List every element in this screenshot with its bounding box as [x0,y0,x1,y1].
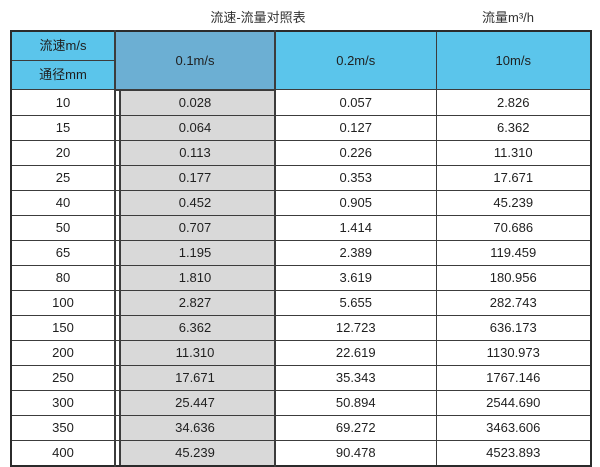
cell-flow-02ms: 35.343 [274,364,437,391]
column-header-01ms: 0.1m/s [114,30,276,91]
table-body: 10 0.028 0.057 2.826 15 0.064 0.127 6.36… [10,89,592,466]
cell-diameter: 400 [10,439,116,466]
cell-diameter: 20 [10,139,116,166]
table-row: 100 2.827 5.655 282.743 [10,289,592,316]
table-row: 65 1.195 2.389 119.459 [10,239,592,266]
cell-flow-01ms: 2.827 [114,289,276,316]
cell-flow-02ms: 3.619 [274,264,437,291]
column-header-02ms: 0.2m/s [274,30,437,90]
cell-flow-02ms: 0.905 [274,189,437,216]
corner-velocity-label: 流速m/s [12,32,114,61]
cell-flow-01ms: 1.810 [114,264,276,291]
table-row: 50 0.707 1.414 70.686 [10,214,592,241]
cell-flow-02ms: 50.894 [274,389,437,416]
cell-flow-01ms: 1.195 [114,239,276,266]
cell-diameter: 150 [10,314,116,341]
cell-flow-01ms: 0.707 [114,214,276,241]
flow-unit-title: 流量m³/h [481,10,535,25]
cell-diameter: 300 [10,389,116,416]
cell-flow-10ms: 6.362 [435,114,592,141]
cell-diameter: 25 [10,164,116,191]
cell-flow-10ms: 119.459 [435,239,592,266]
column-header-10ms: 10m/s [435,30,592,90]
flow-rate-table: 流速m/s 通径mm 0.1m/s 0.2m/s 10m/s 10 0.028 … [10,30,592,467]
cell-flow-02ms: 0.226 [274,139,437,166]
table-row: 10 0.028 0.057 2.826 [10,89,592,116]
cell-flow-01ms: 0.113 [114,139,276,166]
table-header: 流速m/s 通径mm 0.1m/s 0.2m/s 10m/s [10,30,592,91]
cell-flow-10ms: 282.743 [435,289,592,316]
cell-flow-10ms: 2.826 [435,89,592,116]
cell-diameter: 50 [10,214,116,241]
cell-flow-01ms: 11.310 [114,339,276,366]
cell-flow-01ms: 34.636 [114,414,276,441]
cell-diameter: 250 [10,364,116,391]
cell-flow-02ms: 90.478 [274,439,437,466]
cell-flow-02ms: 1.414 [274,214,437,241]
cell-flow-10ms: 180.956 [435,264,592,291]
cell-flow-01ms: 25.447 [114,389,276,416]
table-row: 15 0.064 0.127 6.362 [10,114,592,141]
cell-flow-01ms: 0.028 [114,89,276,116]
corner-diameter-label: 通径mm [39,67,87,82]
cell-flow-10ms: 11.310 [435,139,592,166]
table-row: 80 1.810 3.619 180.956 [10,264,592,291]
cell-flow-01ms: 45.239 [114,439,276,466]
cell-flow-10ms: 1767.146 [435,364,592,391]
table-row: 20 0.113 0.226 11.310 [10,139,592,166]
cell-flow-02ms: 2.389 [274,239,437,266]
cell-flow-10ms: 2544.690 [435,389,592,416]
cell-flow-02ms: 0.057 [274,89,437,116]
cell-flow-10ms: 70.686 [435,214,592,241]
cell-flow-10ms: 1130.973 [435,339,592,366]
cell-flow-01ms: 0.452 [114,189,276,216]
table-row: 400 45.239 90.478 4523.893 [10,439,592,466]
cell-flow-10ms: 45.239 [435,189,592,216]
cell-diameter: 80 [10,264,116,291]
cell-diameter: 15 [10,114,116,141]
cell-flow-01ms: 0.177 [114,164,276,191]
cell-diameter: 10 [10,89,116,116]
cell-flow-02ms: 22.619 [274,339,437,366]
cell-flow-10ms: 636.173 [435,314,592,341]
cell-diameter: 40 [10,189,116,216]
cell-flow-02ms: 0.353 [274,164,437,191]
table-row: 250 17.671 35.343 1767.146 [10,364,592,391]
table-row: 350 34.636 69.272 3463.606 [10,414,592,441]
cell-diameter: 100 [10,289,116,316]
cell-diameter: 350 [10,414,116,441]
cell-diameter: 65 [10,239,116,266]
cell-flow-10ms: 17.671 [435,164,592,191]
cell-flow-02ms: 5.655 [274,289,437,316]
corner-header-cell: 流速m/s 通径mm [10,30,116,90]
table-row: 200 11.310 22.619 1130.973 [10,339,592,366]
cell-flow-01ms: 17.671 [114,364,276,391]
cell-flow-01ms: 0.064 [114,114,276,141]
cell-diameter: 200 [10,339,116,366]
table-row: 300 25.447 50.894 2544.690 [10,389,592,416]
cell-flow-02ms: 69.272 [274,414,437,441]
cell-flow-10ms: 4523.893 [435,439,592,466]
cell-flow-02ms: 12.723 [274,314,437,341]
table-row: 40 0.452 0.905 45.239 [10,189,592,216]
cell-flow-02ms: 0.127 [274,114,437,141]
table-row: 150 6.362 12.723 636.173 [10,314,592,341]
cell-flow-01ms: 6.362 [114,314,276,341]
table-row: 25 0.177 0.353 17.671 [10,164,592,191]
table-title: 流速-流量对照表 [210,10,306,25]
cell-flow-10ms: 3463.606 [435,414,592,441]
header-row: 流速m/s 通径mm 0.1m/s 0.2m/s 10m/s [10,30,592,91]
